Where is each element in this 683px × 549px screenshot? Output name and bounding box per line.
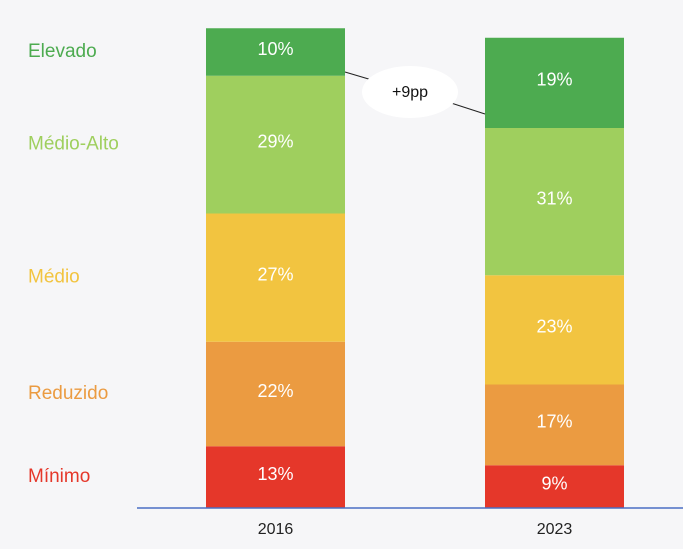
bar-segment <box>206 446 345 508</box>
value-label: 17% <box>536 412 572 432</box>
value-label: 9% <box>541 473 567 493</box>
annotation-line <box>447 101 486 115</box>
bar-segment <box>206 75 345 214</box>
legend-label: Reduzido <box>28 383 108 404</box>
x-tick-label: 2016 <box>258 521 294 538</box>
legend-label: Médio <box>28 267 80 288</box>
bar-segment <box>485 465 624 508</box>
value-label: 19% <box>536 70 572 90</box>
legend-label: Elevado <box>28 41 97 62</box>
bar-segment <box>206 341 345 447</box>
bar-segment <box>206 213 345 342</box>
value-label: 29% <box>257 131 293 151</box>
bar-segment <box>485 275 624 385</box>
bar-segment <box>485 384 624 466</box>
value-label: 23% <box>536 317 572 337</box>
bar-segment <box>206 28 345 76</box>
annotation-bubble <box>362 66 458 118</box>
annotation-line <box>344 71 373 81</box>
legend-label: Mínimo <box>28 466 90 487</box>
annotation: +9pp <box>392 84 428 101</box>
legend-label: Médio-Alto <box>28 134 119 155</box>
value-label: 13% <box>257 464 293 484</box>
x-tick-label: 2023 <box>537 521 573 538</box>
value-label: 22% <box>257 381 293 401</box>
value-label: 27% <box>257 264 293 284</box>
value-label: 10% <box>257 39 293 59</box>
bar-segment <box>485 128 624 276</box>
bar-segment <box>485 37 624 128</box>
bars <box>206 28 624 508</box>
value-label: 31% <box>536 188 572 208</box>
